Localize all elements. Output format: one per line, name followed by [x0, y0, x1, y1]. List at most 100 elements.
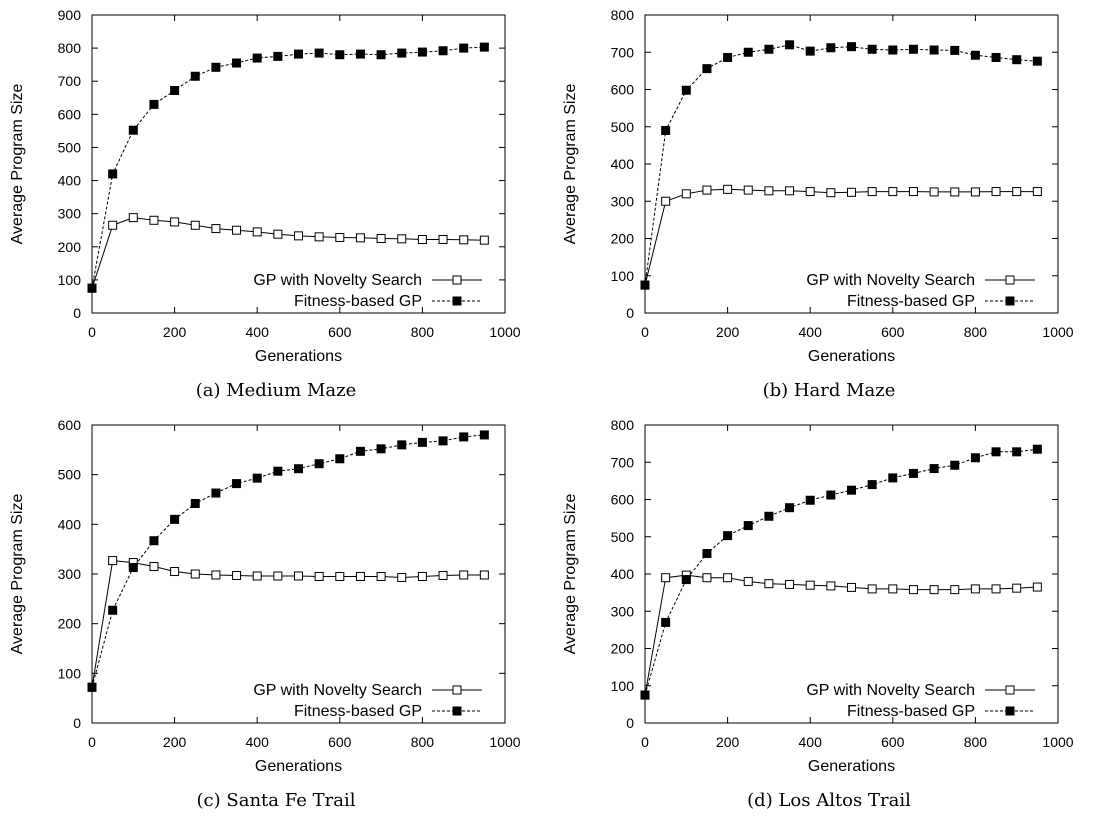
data-point	[108, 169, 118, 179]
data-point	[417, 47, 427, 57]
data-point	[149, 536, 159, 546]
data-point	[479, 42, 489, 52]
data-point	[847, 485, 856, 495]
data-point	[826, 43, 836, 53]
data-point	[888, 584, 898, 594]
legend-label: Fitness-based GP	[294, 293, 422, 310]
data-point	[950, 187, 960, 197]
data-point	[87, 682, 97, 692]
series-line-fitness	[644, 44, 1038, 286]
y-tick-label: 500	[611, 119, 635, 135]
data-point	[273, 229, 283, 239]
data-point	[702, 573, 712, 583]
data-point	[294, 231, 303, 241]
y-tick-label: 200	[611, 231, 635, 247]
y-tick-label: 300	[611, 603, 635, 619]
y-tick-label: 700	[611, 44, 635, 60]
x-tick-label: 600	[881, 324, 905, 340]
x-tick-label: 400	[799, 734, 823, 750]
data-point	[108, 556, 118, 566]
data-point	[479, 235, 489, 245]
legend-label: GP with Novelty Search	[253, 272, 422, 289]
data-point	[397, 440, 407, 450]
data-point	[314, 48, 324, 58]
x-tick-label: 1000	[1042, 324, 1073, 340]
data-point	[640, 690, 650, 700]
data-point	[417, 571, 427, 581]
data-point	[929, 464, 939, 474]
data-point	[273, 51, 283, 61]
data-point	[1032, 56, 1042, 66]
legend-marker	[452, 296, 462, 306]
data-point	[1012, 55, 1022, 65]
x-tick-label: 800	[964, 734, 988, 750]
y-tick-label: 100	[58, 272, 82, 288]
y-tick-label: 700	[58, 73, 82, 89]
data-point	[764, 186, 774, 196]
data-point	[128, 563, 138, 573]
data-point	[970, 584, 980, 594]
data-point	[929, 187, 939, 197]
data-point	[785, 579, 795, 589]
legend-marker	[1005, 296, 1015, 306]
series-line-novelty	[644, 188, 1038, 286]
data-point	[888, 45, 898, 55]
series-line-fitness	[91, 434, 485, 688]
plot-frame	[91, 14, 506, 314]
data-point	[211, 224, 221, 234]
data-point	[438, 570, 448, 580]
data-point	[128, 125, 138, 135]
data-point	[108, 605, 118, 615]
y-tick-label: 0	[73, 305, 81, 321]
chart-panel-hard-maze: 0 100 200 300 400 500 600 700 800 0 200 400 600 800 10…	[553, 0, 1105, 410]
data-point	[908, 44, 918, 54]
data-point	[190, 71, 200, 81]
data-point	[335, 50, 345, 60]
x-tick-label: 400	[799, 324, 823, 340]
data-point	[335, 233, 345, 243]
legend-label: GP with Novelty Search	[806, 272, 975, 289]
y-tick-label: 0	[626, 305, 634, 321]
data-point	[190, 569, 200, 579]
x-tick-label: 600	[328, 734, 352, 750]
data-point	[335, 454, 345, 464]
data-point	[190, 498, 200, 508]
data-point	[1032, 444, 1042, 454]
legend-label: GP with Novelty Search	[806, 682, 975, 699]
chart-panel-los-altos-trail: 0 100 200 300 400 500 600 700 800 0 200 400 600 800 10…	[553, 410, 1105, 820]
data-point	[785, 186, 795, 196]
y-tick-label: 700	[611, 454, 635, 470]
x-tick-label: 1000	[489, 734, 520, 750]
data-point	[970, 50, 980, 60]
y-axis-label: Average Program Size	[9, 494, 26, 655]
y-tick-label: 100	[611, 268, 635, 284]
data-point	[273, 571, 283, 581]
x-tick-label: 800	[964, 324, 988, 340]
data-point	[785, 40, 795, 50]
data-point	[397, 234, 407, 244]
y-tick-label: 0	[73, 715, 81, 731]
data-point	[459, 235, 469, 245]
data-point	[991, 447, 1001, 457]
x-tick-label: 0	[641, 734, 649, 750]
data-point	[723, 52, 733, 62]
y-tick-label: 400	[611, 156, 635, 172]
y-tick-label: 100	[611, 678, 635, 694]
data-point	[743, 185, 753, 195]
data-point	[681, 575, 691, 585]
y-axis-label: Average Program Size	[9, 84, 26, 245]
y-tick-label: 200	[58, 239, 82, 255]
data-point	[459, 570, 469, 580]
data-point	[661, 196, 671, 206]
data-point	[826, 188, 836, 198]
data-point	[867, 584, 877, 594]
data-point	[764, 579, 774, 589]
data-point	[681, 189, 691, 199]
data-point	[149, 99, 159, 109]
legend-marker	[452, 685, 462, 695]
y-tick-label: 500	[58, 467, 82, 483]
x-tick-label: 400	[246, 734, 270, 750]
data-point	[723, 184, 733, 194]
y-tick-label: 900	[58, 7, 82, 23]
data-point	[970, 187, 980, 197]
